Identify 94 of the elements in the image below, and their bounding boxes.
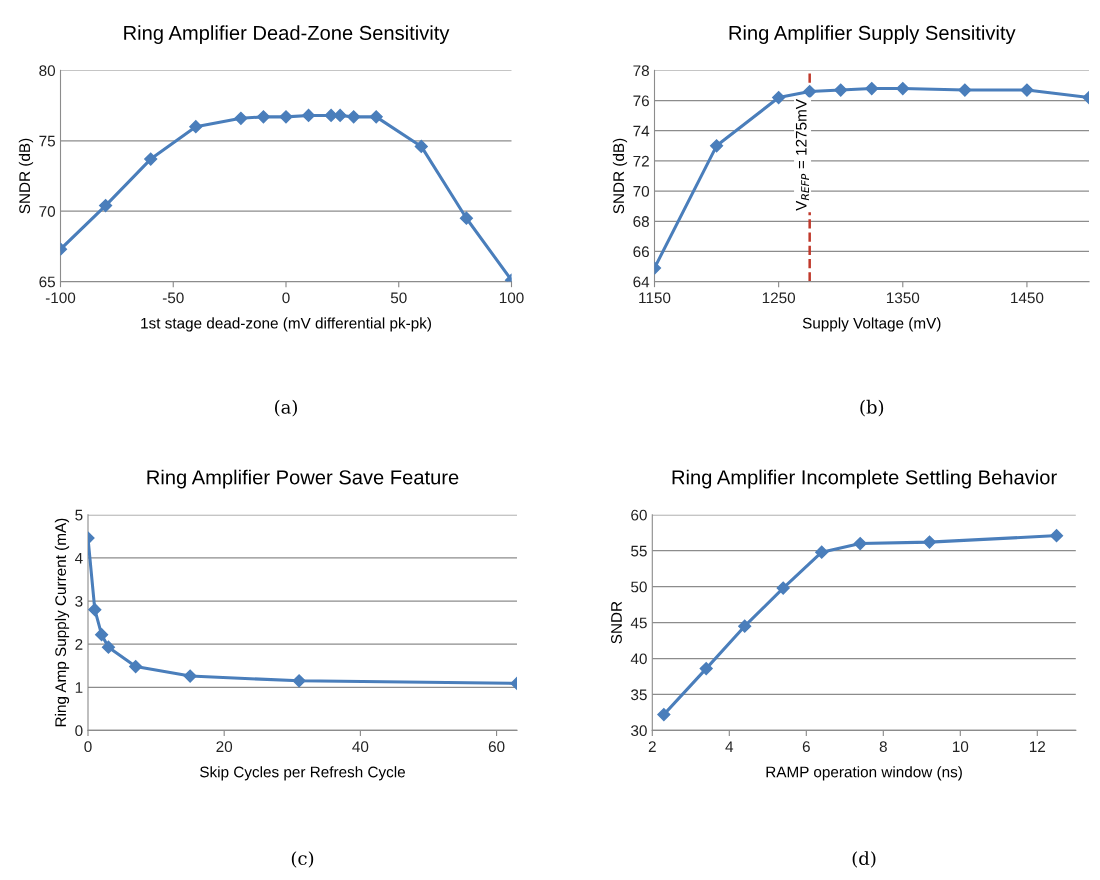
y-tick-label: 60: [631, 509, 647, 521]
point: [347, 110, 361, 124]
y-tick-label: 66: [633, 246, 649, 258]
y-tick-label: 50: [631, 581, 647, 593]
y-axis-title: SNDR: [611, 601, 622, 644]
y-tick-label: 55: [631, 545, 647, 557]
x-tick-label: 50: [390, 292, 407, 304]
x-tick-label: -50: [162, 292, 184, 304]
text: (a): [275, 399, 297, 417]
x-tick-label: 10: [952, 741, 969, 753]
point: [459, 211, 473, 225]
y-tick-label: 2: [75, 639, 83, 650]
y-tick-label: 76: [633, 95, 649, 107]
text: (d): [852, 851, 876, 868]
text: (c): [291, 851, 314, 868]
x-tick-label: 20: [216, 741, 233, 753]
point: [189, 120, 203, 134]
x-tick-label: 1350: [886, 292, 920, 304]
point: [699, 662, 713, 676]
point: [292, 674, 306, 688]
ref-line-label: V$_{REFP}$ = 1275mV: [795, 99, 809, 211]
point: [414, 139, 428, 154]
point: [101, 640, 116, 654]
point: [256, 110, 271, 124]
point: [301, 108, 316, 123]
point: [865, 81, 879, 96]
y-tick-label: 64: [633, 276, 650, 288]
y-axis-title: SNDR (dB): [612, 138, 628, 214]
y-tick-label: 4: [74, 552, 83, 564]
x-tick-label: 40: [352, 741, 369, 753]
point: [853, 536, 867, 551]
y-tick-label: 65: [39, 276, 55, 288]
y-tick-label: 5: [75, 509, 83, 521]
y-tick-label: 70: [633, 185, 650, 197]
point: [1020, 83, 1034, 97]
point: [776, 581, 790, 595]
point: [815, 545, 829, 559]
point: [1049, 529, 1064, 543]
point: [279, 110, 293, 124]
x-tick-label: 60: [488, 741, 505, 753]
point: [803, 84, 817, 99]
x-tick-label: 100: [499, 292, 524, 304]
x-tick-label: 8: [879, 741, 887, 753]
x-tick-label: 6: [802, 741, 810, 753]
chart-title: Ring Amplifier Dead-Zone Sensitivity: [124, 25, 450, 45]
y-tick-label: 72: [633, 155, 649, 167]
point: [144, 152, 158, 166]
x-axis-title: Supply Voltage (mV): [802, 317, 941, 332]
chart-title: Ring Amplifier Supply Sensitivity: [729, 25, 1016, 45]
y-tick-label: 0: [75, 725, 83, 737]
point: [95, 628, 109, 642]
point: [922, 535, 937, 549]
y-tick-label: 30: [631, 725, 647, 737]
y-tick-label: 78: [633, 65, 649, 77]
y-axis-title: SNDR (dB): [18, 138, 34, 214]
x-tick-label: 1450: [1011, 292, 1044, 304]
chart-title: Ring Amplifier Power Save Feature: [147, 469, 459, 489]
y-tick-label: 40: [630, 653, 647, 665]
point: [772, 90, 786, 105]
point: [99, 198, 113, 213]
point: [958, 83, 972, 97]
x-tick-label: 0: [282, 292, 290, 304]
point: [129, 659, 143, 674]
point: [333, 108, 347, 123]
x-tick-label: 4: [725, 741, 734, 752]
x-tick-label: -100: [45, 292, 76, 304]
x-axis-title: 1st stage dead-zone (mV differential pk-pk): [141, 317, 431, 332]
chart-title: Ring Amplifier Incomplete Settling Behavior: [672, 469, 1057, 489]
y-tick-label: 74: [633, 125, 650, 137]
point: [738, 619, 752, 633]
x-axis-title: RAMP operation window (ns): [766, 766, 962, 781]
y-axis-title: Ring Amp Supply Current (mA): [54, 518, 70, 727]
x-tick-label: 12: [1029, 741, 1046, 752]
point: [369, 110, 383, 124]
y-tick-label: 80: [39, 65, 56, 77]
point: [88, 603, 102, 617]
text: (b): [860, 399, 884, 417]
x-tick-label: 0: [84, 741, 92, 753]
x-axis-title: Skip Cycles per Refresh Cycle: [200, 766, 405, 781]
x-tick-label: 1150: [639, 292, 671, 304]
y-tick-label: 35: [631, 689, 647, 701]
y-tick-label: 68: [633, 216, 649, 227]
y-tick-label: 1: [75, 682, 83, 693]
point: [234, 111, 248, 125]
point: [183, 669, 197, 683]
y-tick-label: 70: [39, 206, 56, 217]
y-tick-label: 45: [630, 617, 647, 629]
x-tick-label: 1250: [762, 292, 796, 304]
y-tick-label: 75: [39, 135, 55, 147]
point: [709, 139, 724, 153]
point: [657, 708, 671, 722]
y-tick-label: 3: [75, 595, 83, 607]
point: [834, 83, 848, 97]
point: [896, 81, 910, 96]
